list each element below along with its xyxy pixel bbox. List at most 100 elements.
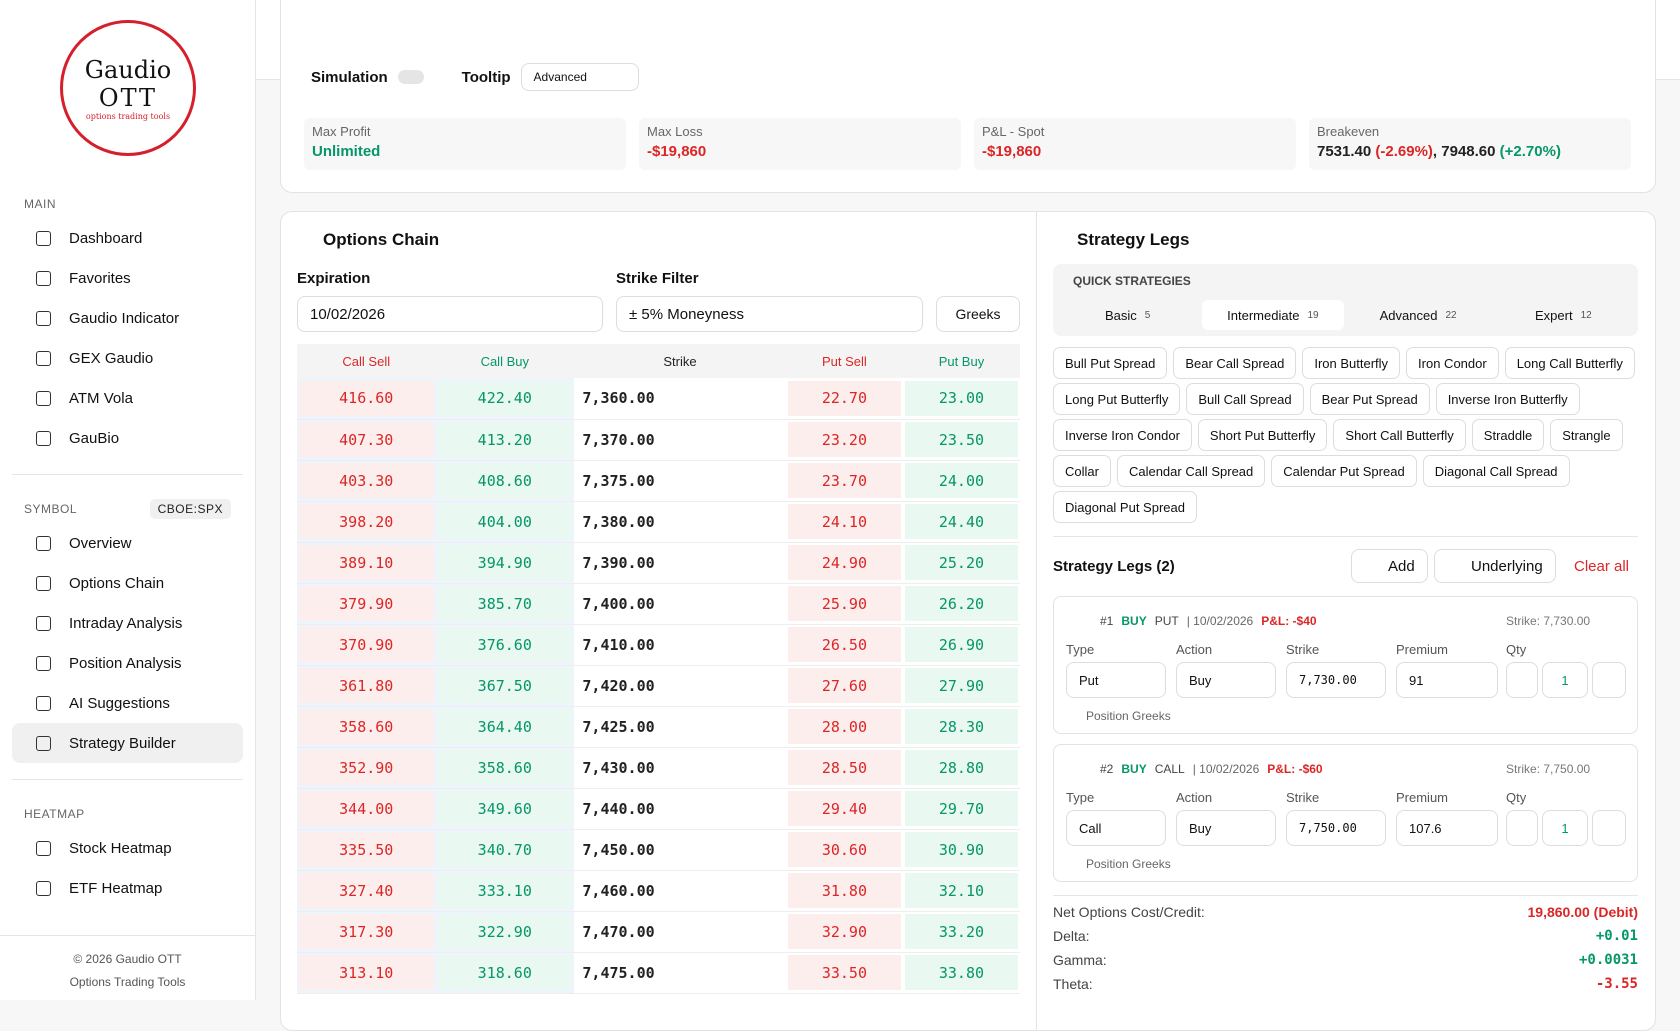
option-price[interactable]: 358.60 <box>437 750 573 785</box>
option-price[interactable]: 33.20 <box>904 914 1018 949</box>
nav-item[interactable]: Stock Heatmap <box>12 828 243 868</box>
nav-item[interactable]: Dashboard <box>12 218 243 258</box>
option-price[interactable]: 422.40 <box>437 380 573 416</box>
option-price[interactable]: 26.90 <box>904 627 1018 662</box>
option-price[interactable]: 29.40 <box>787 791 901 826</box>
strategy-chip[interactable]: Inverse Iron Condor <box>1053 419 1192 451</box>
option-price[interactable]: 25.20 <box>904 545 1018 580</box>
strategy-chip[interactable]: Iron Condor <box>1406 347 1499 379</box>
option-price[interactable]: 370.90 <box>299 627 434 662</box>
option-price[interactable]: 33.50 <box>787 955 901 990</box>
option-price[interactable]: 27.90 <box>904 668 1018 703</box>
nav-item[interactable]: Position Analysis <box>12 643 243 683</box>
option-price[interactable]: 416.60 <box>299 380 434 416</box>
strategy-tab[interactable]: Basic 5 <box>1057 300 1198 330</box>
strategy-chip[interactable]: Short Put Butterfly <box>1197 419 1328 451</box>
option-price[interactable]: 313.10 <box>299 955 434 990</box>
strategy-chip[interactable]: Long Put Butterfly <box>1053 383 1181 415</box>
strategy-chip[interactable]: Collar <box>1053 455 1111 487</box>
tooltip-mode[interactable]: Advanced <box>520 63 639 91</box>
option-price[interactable]: 29.70 <box>904 791 1018 826</box>
underlying-button[interactable]: Underlying <box>1434 549 1556 583</box>
nav-item[interactable]: Overview <box>12 523 243 563</box>
option-price[interactable]: 23.50 <box>904 422 1018 457</box>
option-price[interactable]: 394.90 <box>437 545 573 580</box>
strategy-chip[interactable]: Calendar Call Spread <box>1116 455 1266 487</box>
field-input[interactable]: 7,750.00 <box>1286 810 1386 846</box>
option-price[interactable]: 408.60 <box>437 463 573 498</box>
option-price[interactable]: 344.00 <box>299 791 434 826</box>
option-price[interactable]: 28.00 <box>787 709 901 744</box>
position-greeks-toggle[interactable]: Position Greeks <box>1086 709 1171 723</box>
option-price[interactable]: 322.90 <box>437 914 573 949</box>
strategy-chip[interactable]: Diagonal Call Spread <box>1422 455 1570 487</box>
option-price[interactable]: 376.60 <box>437 627 573 662</box>
strategy-chip[interactable]: Strangle <box>1550 419 1623 451</box>
option-price[interactable]: 361.80 <box>299 668 434 703</box>
option-price[interactable]: 318.60 <box>437 955 573 990</box>
option-price[interactable]: 31.80 <box>787 873 901 908</box>
option-price[interactable]: 352.90 <box>299 750 434 785</box>
strategy-chip[interactable]: Calendar Put Spread <box>1271 455 1417 487</box>
option-price[interactable]: 404.00 <box>437 504 573 539</box>
option-price[interactable]: 23.00 <box>904 380 1018 416</box>
option-price[interactable]: 335.50 <box>299 832 434 867</box>
nav-item[interactable]: Strategy Builder <box>12 723 243 763</box>
option-price[interactable]: 385.70 <box>437 586 573 621</box>
option-price[interactable]: 30.90 <box>904 832 1018 867</box>
simulation-toggle[interactable] <box>397 70 424 84</box>
option-price[interactable]: 389.10 <box>299 545 434 580</box>
option-price[interactable]: 340.70 <box>437 832 573 867</box>
option-price[interactable]: 26.20 <box>904 586 1018 621</box>
greeks-button[interactable]: Greeks <box>936 296 1020 332</box>
nav-item[interactable]: Intraday Analysis <box>12 603 243 643</box>
nav-item[interactable]: ETF Heatmap <box>12 868 243 908</box>
strategy-chip[interactable]: Bull Call Spread <box>1186 383 1304 415</box>
position-greeks-toggle[interactable]: Position Greeks <box>1086 857 1171 871</box>
strategy-chip[interactable]: Iron Butterfly <box>1302 347 1401 379</box>
strategy-chip[interactable]: Bull Put Spread <box>1053 347 1168 379</box>
nav-item[interactable]: ATM Vola <box>12 378 243 418</box>
nav-item[interactable]: GEX Gaudio <box>12 338 243 378</box>
option-price[interactable]: 33.80 <box>904 955 1018 990</box>
option-price[interactable]: 379.90 <box>299 586 434 621</box>
strategy-tab[interactable]: Advanced 22 <box>1348 300 1489 330</box>
field-input[interactable]: 7,730.00 <box>1286 662 1386 698</box>
strategy-chip[interactable]: Long Call Butterfly <box>1504 347 1635 379</box>
option-price[interactable]: 27.60 <box>787 668 901 703</box>
field-input[interactable]: 107.6 <box>1396 810 1498 846</box>
expiration-select[interactable]: 10/02/2026 <box>297 296 603 332</box>
option-price[interactable]: 28.80 <box>904 750 1018 785</box>
nav-item[interactable]: Options Chain <box>12 563 243 603</box>
option-price[interactable]: 367.50 <box>437 668 573 703</box>
strike-filter-select[interactable]: ± 5% Moneyness <box>616 296 923 332</box>
option-price[interactable]: 32.10 <box>904 873 1018 908</box>
strategy-chip[interactable]: Straddle <box>1471 419 1545 451</box>
strategy-tab[interactable]: Expert 12 <box>1493 300 1634 330</box>
strategy-chip[interactable]: Bear Call Spread <box>1173 347 1297 379</box>
field-input[interactable]: Put <box>1066 662 1166 698</box>
option-price[interactable]: 24.40 <box>904 504 1018 539</box>
field-input[interactable]: Call <box>1066 810 1166 846</box>
option-price[interactable]: 364.40 <box>437 709 573 744</box>
nav-item[interactable]: AI Suggestions <box>12 683 243 723</box>
option-price[interactable]: 32.90 <box>787 914 901 949</box>
option-price[interactable]: 28.50 <box>787 750 901 785</box>
clear-all-button[interactable]: Clear all <box>1574 558 1630 575</box>
strategy-chip[interactable]: Inverse Iron Butterfly <box>1435 383 1580 415</box>
qty-minus[interactable] <box>1506 810 1538 846</box>
option-price[interactable]: 317.30 <box>299 914 434 949</box>
qty-minus[interactable] <box>1506 662 1538 698</box>
field-input[interactable]: Buy <box>1176 810 1276 846</box>
strategy-chip[interactable]: Short Call Butterfly <box>1333 419 1466 451</box>
option-price[interactable]: 327.40 <box>299 873 434 908</box>
option-price[interactable]: 24.90 <box>787 545 901 580</box>
option-price[interactable]: 358.60 <box>299 709 434 744</box>
strategy-tab[interactable]: Intermediate 19 <box>1202 300 1344 330</box>
option-price[interactable]: 22.70 <box>787 380 901 416</box>
field-input[interactable]: 1 <box>1542 810 1588 846</box>
nav-item[interactable]: Favorites <box>12 258 243 298</box>
option-price[interactable]: 349.60 <box>437 791 573 826</box>
nav-item[interactable]: GauBio <box>12 418 243 458</box>
option-price[interactable]: 24.00 <box>904 463 1018 498</box>
